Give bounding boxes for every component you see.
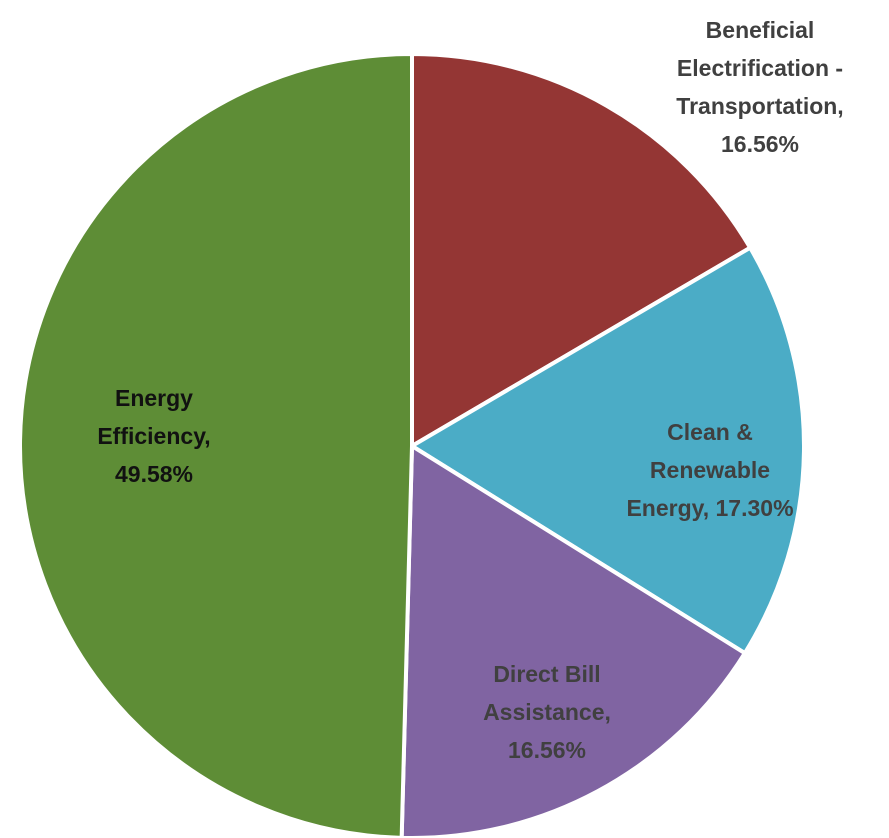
- pie-data-label-energy-efficiency: Energy Efficiency, 49.58%: [97, 385, 210, 487]
- pie-slice-beneficial-electrification-transportation: [410, 52, 753, 448]
- pie-data-labels: Beneficial Electrification -Transportatio…: [97, 17, 843, 763]
- pie-slice-direct-bill-assistance: [399, 444, 747, 838]
- pie-data-label-beneficial-electrification-transportation: Beneficial Electrification -Transportatio…: [676, 17, 843, 157]
- pie-data-label-direct-bill-assistance: Direct Bill Assistance, 16.56%: [483, 661, 611, 763]
- pie-data-label-clean-renewable-energy: Clean & Renewable Energy, 17.30%: [626, 419, 793, 521]
- pie-slice-clean-renewable-energy: [410, 245, 806, 656]
- pie-slice-energy-efficiency: [17, 52, 414, 838]
- pie-slices: [17, 52, 806, 838]
